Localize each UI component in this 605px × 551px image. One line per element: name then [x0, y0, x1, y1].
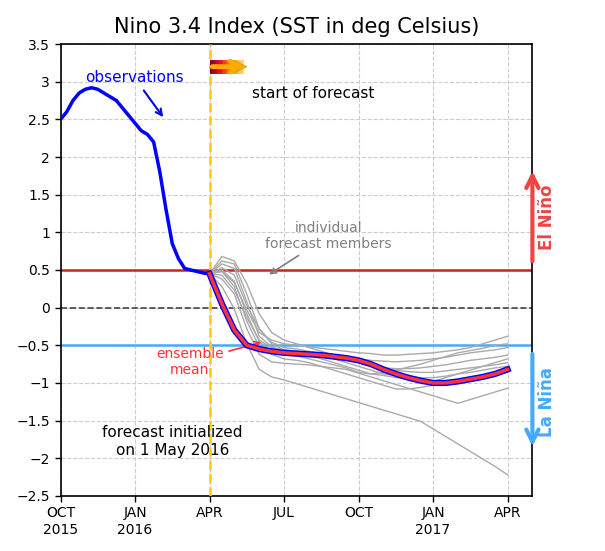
Text: start of forecast: start of forecast — [252, 85, 374, 100]
Text: forecast initialized
on 1 May 2016: forecast initialized on 1 May 2016 — [102, 425, 243, 458]
Text: La Niña: La Niña — [538, 367, 557, 437]
Text: El Niño: El Niño — [538, 185, 557, 250]
Text: observations: observations — [85, 71, 184, 115]
Text: ensemble
mean: ensemble mean — [156, 342, 260, 377]
Title: Nino 3.4 Index (SST in deg Celsius): Nino 3.4 Index (SST in deg Celsius) — [114, 17, 479, 37]
Text: individual
forecast members: individual forecast members — [266, 221, 392, 273]
